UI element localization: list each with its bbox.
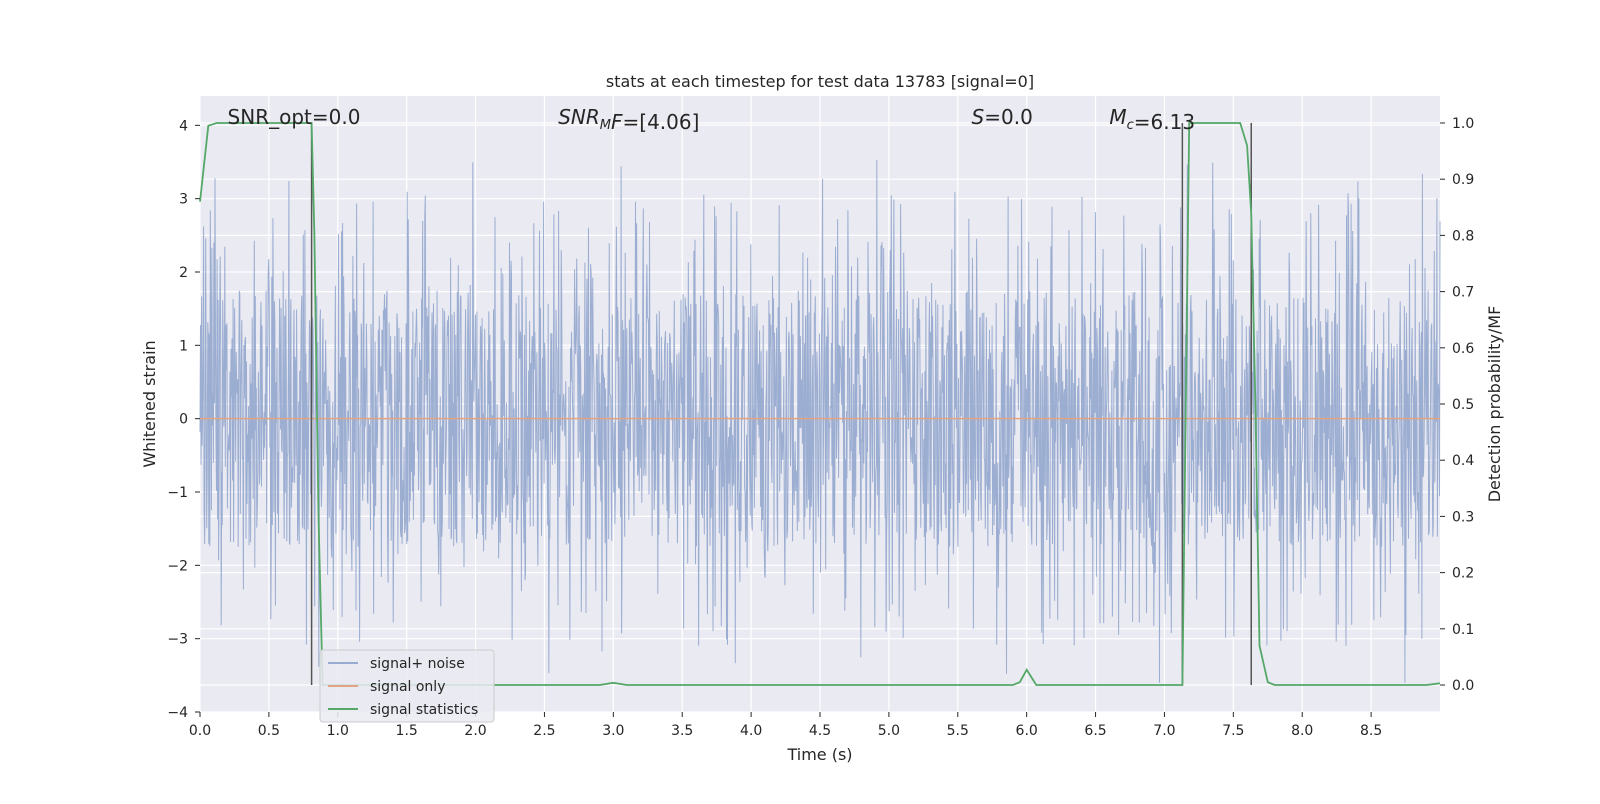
x-tick-label: 0.5 <box>258 723 280 739</box>
y-tick-label: −3 <box>167 632 188 648</box>
y2-tick-label: 0.0 <box>1452 678 1474 694</box>
y2-tick-label: 0.5 <box>1452 397 1474 413</box>
y-axis-ticks: 4 3 2 1 0 −1 −2 −3 −4 <box>167 118 200 721</box>
y2-tick-label: 0.8 <box>1452 228 1474 244</box>
x-tick-label: 3.0 <box>602 723 624 739</box>
annotation-text: S=0.0 <box>972 105 1033 129</box>
x-tick-label: 1.5 <box>396 723 418 739</box>
y-tick-label: 1 <box>179 338 188 354</box>
x-tick-label: 6.0 <box>1016 723 1038 739</box>
legend-frame <box>319 649 495 723</box>
x-tick-label: 6.5 <box>1084 723 1106 739</box>
x-tick-label: 5.5 <box>947 723 969 739</box>
x-tick-label: 8.0 <box>1291 723 1313 739</box>
statistics-line <box>199 122 1441 686</box>
y-tick-label: −2 <box>167 558 188 574</box>
x-tick-label: 8.5 <box>1360 723 1382 739</box>
legend: signal+ noise signal only signal statist… <box>319 649 495 723</box>
annotations: SNR_opt=0.0 SNRMF=[4.06] S=0.0 Mc=6.13 <box>228 105 1195 134</box>
y-tick-label: 4 <box>179 118 188 134</box>
y2-tick-label: 0.9 <box>1452 172 1474 188</box>
x-tick-label: 4.5 <box>809 723 831 739</box>
x-axis-label: Time (s) <box>786 745 852 764</box>
x-tick-label: 3.5 <box>671 723 693 739</box>
y2-tick-label: 1.0 <box>1452 116 1474 132</box>
y-axis-label: Whitened strain <box>140 340 159 467</box>
annotation-text: SNRMF=[4.06] <box>558 105 699 134</box>
x-tick-label: 2.0 <box>464 723 486 739</box>
y2-tick-label: 0.7 <box>1452 285 1474 301</box>
series-signal-noise <box>199 159 1441 683</box>
legend-label-signal-only: signal only <box>370 679 445 695</box>
y-tick-label: 3 <box>179 192 188 208</box>
y-tick-label: −1 <box>167 485 188 501</box>
y2-axis-label: Detection probability/MF <box>1485 306 1504 503</box>
x-tick-label: 1.0 <box>327 723 349 739</box>
y2-tick-label: 0.3 <box>1452 509 1474 525</box>
y-tick-label: 2 <box>179 265 188 281</box>
y2-tick-label: 0.6 <box>1452 341 1474 357</box>
y2-tick-label: 0.2 <box>1452 566 1474 582</box>
legend-label-signal-statistics: signal statistics <box>370 702 478 718</box>
noise-trace <box>199 159 1441 683</box>
x-tick-label: 5.0 <box>878 723 900 739</box>
y-tick-label: −4 <box>167 705 188 721</box>
x-tick-label: 7.0 <box>1153 723 1175 739</box>
y2-axis-ticks: 1.0 0.9 0.8 0.7 0.6 0.5 0.4 0.3 0.2 0.1 0.0 <box>1440 116 1474 694</box>
legend-label-signal-noise: signal+ noise <box>370 656 465 672</box>
y2-tick-label: 0.1 <box>1452 622 1474 638</box>
annotation-text: SNR_opt=0.0 <box>228 105 361 129</box>
x-tick-label: 2.5 <box>533 723 555 739</box>
annotation-text: Mc=6.13 <box>1109 105 1195 134</box>
y-tick-label: 0 <box>179 412 188 428</box>
x-tick-label: 4.0 <box>740 723 762 739</box>
series-signal-statistics <box>199 122 1441 686</box>
x-tick-label: 7.5 <box>1222 723 1244 739</box>
x-axis-ticks: 0.0 0.5 1.0 1.5 2.0 2.5 3.0 3.5 4.0 4.5 5.0 5.5 6.0 6… <box>189 712 1382 739</box>
chart-title: stats at each timestep for test data 137… <box>606 72 1034 91</box>
y2-tick-label: 0.4 <box>1452 453 1474 469</box>
x-tick-label: 0.0 <box>189 723 211 739</box>
